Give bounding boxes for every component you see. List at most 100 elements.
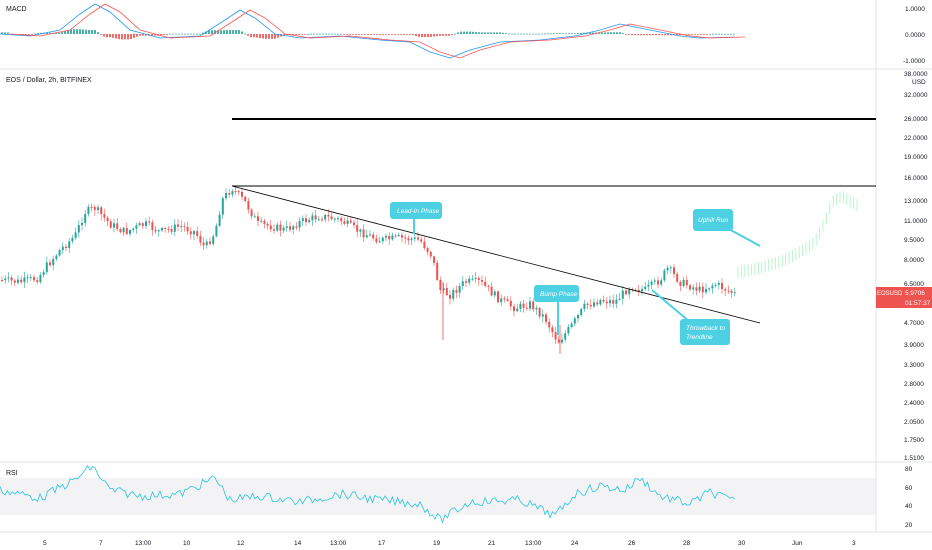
candle-body xyxy=(426,248,429,252)
candle-body xyxy=(497,291,499,303)
rsi-line xyxy=(0,464,736,524)
rsi-pane[interactable] xyxy=(0,464,736,524)
macd-histogram-bar xyxy=(601,32,603,34)
macd-histogram-bar xyxy=(448,34,450,36)
candle-body xyxy=(253,216,256,218)
candle-body xyxy=(218,214,221,226)
candle-body xyxy=(173,224,176,232)
macd-histogram-bar xyxy=(493,32,495,34)
macd-histogram-bar xyxy=(232,30,234,34)
candle-body xyxy=(564,333,567,340)
candle-body xyxy=(135,225,138,229)
candle-body xyxy=(266,223,269,226)
price-badge[interactable]: EOSUSD 5.9706 01:57:37 xyxy=(876,287,932,308)
macd-histogram-bar xyxy=(301,34,303,35)
projection-bars[interactable] xyxy=(737,190,858,278)
candle-body xyxy=(449,295,451,299)
candle-body xyxy=(666,267,669,271)
macd-histogram-bar xyxy=(322,33,324,35)
macd-histogram-bar xyxy=(94,30,96,34)
candle-body xyxy=(724,289,727,291)
candle-body xyxy=(487,285,490,287)
callout-pointer xyxy=(651,289,691,323)
macd-histogram-bar xyxy=(406,34,408,35)
candle-body xyxy=(417,237,419,240)
candle-body xyxy=(359,229,362,232)
candle-body xyxy=(161,228,163,231)
candle-body xyxy=(84,213,87,223)
macd-histogram-bar xyxy=(253,34,255,38)
candle-body xyxy=(375,238,378,243)
rsi-tick: 80 xyxy=(905,466,913,473)
candle-body xyxy=(625,290,627,295)
macd-histogram-bar xyxy=(64,31,66,34)
candle-body xyxy=(215,225,218,237)
candle-body xyxy=(298,220,301,228)
rsi-tick: 20 xyxy=(905,522,913,529)
candle-body xyxy=(714,284,717,286)
macd-histogram-bar xyxy=(61,32,63,34)
candle-body xyxy=(23,277,26,283)
macd-histogram-bar xyxy=(112,34,114,38)
price-pane[interactable] xyxy=(1,185,736,354)
macd-histogram-bar xyxy=(577,33,579,34)
candle-body xyxy=(189,231,192,235)
trendline[interactable] xyxy=(231,185,761,324)
macd-histogram-bar xyxy=(661,34,663,36)
candle-body xyxy=(637,289,640,292)
macd-histogram-bar xyxy=(418,34,420,37)
candle-body xyxy=(599,299,602,305)
callout-throwback[interactable]: Throwback to Trendline xyxy=(651,289,730,345)
candle-body xyxy=(151,222,154,230)
macd-histogram-bar xyxy=(355,34,357,35)
price-tick: 26.0000 xyxy=(904,116,928,123)
macd-histogram-bar xyxy=(466,31,468,34)
candle-body xyxy=(650,281,653,285)
price-badge-price: 5.9706 xyxy=(905,290,925,297)
candle-body xyxy=(237,191,240,193)
candle-body xyxy=(618,298,621,300)
macd-histogram-bar xyxy=(160,34,162,36)
candle-body xyxy=(292,226,295,230)
candle-body xyxy=(685,279,688,286)
macd-histogram-bar xyxy=(385,34,387,35)
macd-histogram-bar xyxy=(175,33,177,35)
macd-histogram-bar xyxy=(547,33,549,35)
macd-histogram-bar xyxy=(598,32,600,34)
macd-histogram-bar xyxy=(208,30,210,34)
callout-uphill[interactable]: Uphill Run xyxy=(693,209,761,247)
macd-histogram-bar xyxy=(580,32,582,34)
callout-label: Throwback to xyxy=(686,325,725,332)
candle-body xyxy=(263,220,266,224)
macd-histogram-bar xyxy=(145,34,147,36)
candle-body xyxy=(241,192,243,197)
macd-histogram-bar xyxy=(364,34,366,35)
macd-histogram-bar xyxy=(481,32,483,34)
candle-body xyxy=(410,238,413,241)
candle-body xyxy=(212,236,215,244)
candle-body xyxy=(682,279,685,286)
callout-bump[interactable]: Bump Phase xyxy=(534,285,579,335)
candle-body xyxy=(349,220,352,223)
callout-lead-in[interactable]: Lead-In Phase xyxy=(390,202,442,234)
macd-histogram-bar xyxy=(565,33,567,35)
candle-body xyxy=(145,221,147,226)
macd-pane[interactable] xyxy=(0,3,746,59)
candle-body xyxy=(164,228,167,230)
macd-histogram-bar xyxy=(583,32,585,34)
macd-histogram-bar xyxy=(244,33,246,35)
macd-histogram-bar xyxy=(475,32,477,34)
candle-body xyxy=(340,218,343,222)
candle-body xyxy=(113,223,115,228)
macd-histogram-bar xyxy=(271,34,273,39)
macd-histogram-bar xyxy=(490,32,492,34)
macd-histogram-bar xyxy=(1,32,3,34)
candle-body xyxy=(730,290,733,293)
macd-histogram-bar xyxy=(664,34,666,36)
candle-body xyxy=(231,191,234,195)
candle-body xyxy=(490,286,493,296)
macd-histogram-bar xyxy=(640,34,642,36)
candle-body xyxy=(583,303,586,309)
candle-body xyxy=(455,290,458,293)
